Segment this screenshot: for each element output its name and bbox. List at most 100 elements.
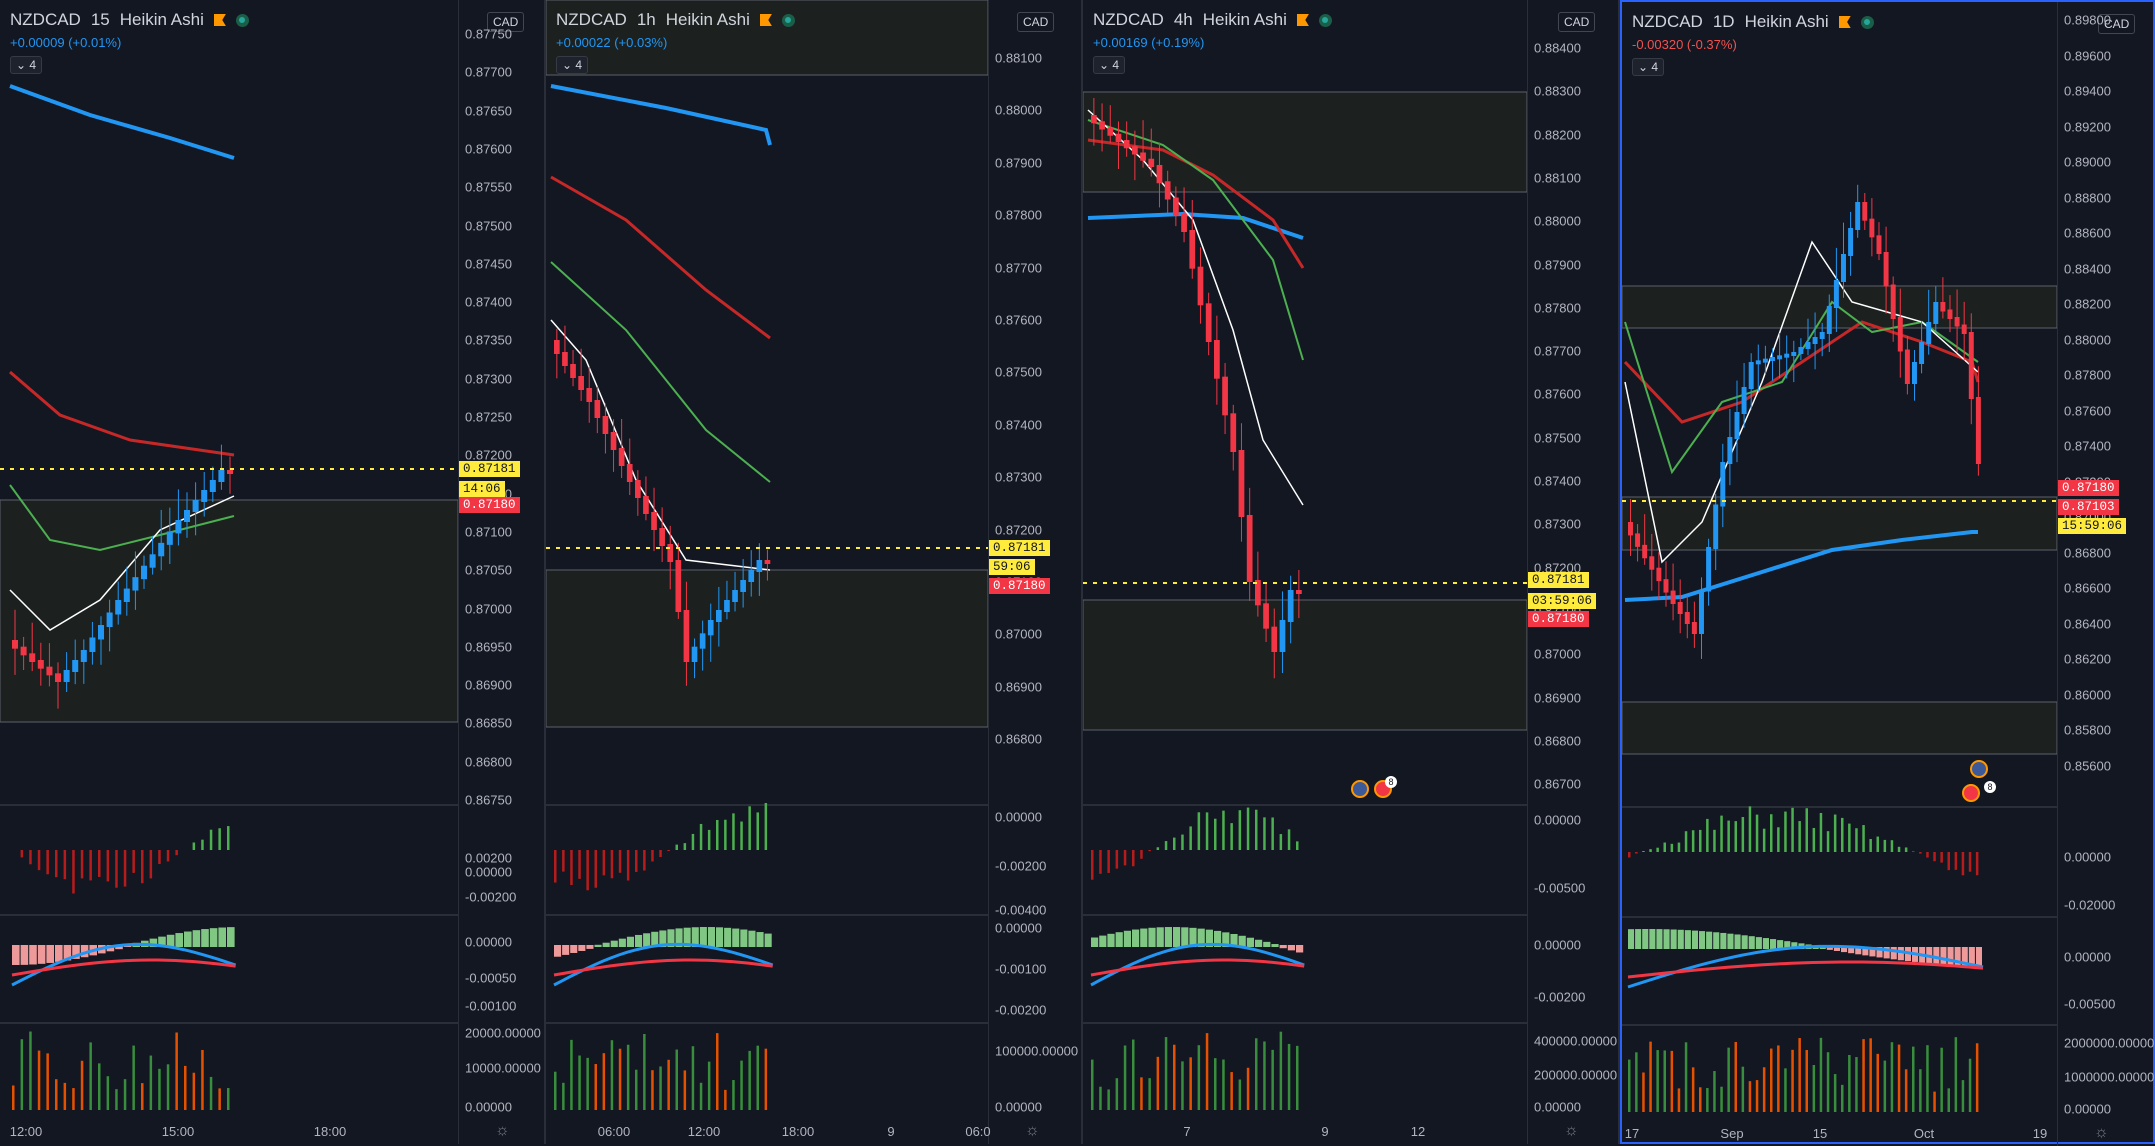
macd-bar (201, 929, 209, 947)
macd-bar (1727, 934, 1733, 949)
symbol-name[interactable]: NZDCAD (1093, 10, 1164, 30)
chart-panel-1d[interactable]: NZDCAD 1D Heikin Ashi -0.00320 (-0.37%) … (1620, 0, 2155, 1144)
macd-bar (1263, 942, 1270, 947)
histogram-bar (1727, 821, 1730, 852)
candle-body (1635, 533, 1640, 546)
candle-body (578, 376, 584, 390)
macd-bar (748, 931, 755, 947)
volume-bar (1706, 1088, 1709, 1112)
candle-body (1905, 350, 1910, 385)
histogram-bar (1165, 841, 1168, 850)
candle-body (1933, 302, 1938, 324)
volume-bar (1173, 1045, 1176, 1110)
price-tick: 0.86900 (465, 678, 512, 693)
candle-body (1140, 153, 1146, 161)
histogram-bar (1855, 828, 1858, 852)
currency-label[interactable]: CAD (1017, 12, 1054, 32)
flag-icon[interactable] (214, 14, 226, 26)
chart-canvas[interactable] (1622, 2, 2057, 1142)
time-axis-label: 9 (1321, 1124, 1328, 1139)
pane-tick: 10000.00000 (465, 1061, 541, 1076)
symbol-name[interactable]: NZDCAD (556, 10, 627, 30)
gear-icon[interactable]: ☼ (1564, 1122, 1579, 1140)
chart-panel-15m[interactable]: NZDCAD 15 Heikin Ashi +0.00009 (+0.01%) … (0, 0, 546, 1144)
pane-tick: 0.00000 (465, 935, 512, 950)
symbol-name[interactable]: NZDCAD (10, 10, 81, 30)
volume-bar (1770, 1049, 1773, 1112)
macd-bar (227, 927, 235, 947)
volume-bar (1124, 1045, 1127, 1110)
nz-event-icon[interactable] (1351, 780, 1369, 798)
histogram-bar (1239, 810, 1242, 850)
price-tag-last: 0.87181 (459, 461, 520, 477)
candle-body (724, 600, 730, 612)
volume-bar (1189, 1057, 1192, 1110)
candle-body (1181, 214, 1187, 232)
candle-body (1157, 165, 1163, 183)
histogram-bar (1699, 830, 1702, 852)
chart-style-label[interactable]: Heikin Ashi (666, 10, 750, 30)
chart-style-label[interactable]: Heikin Ashi (1203, 10, 1287, 30)
currency-label[interactable]: CAD (1558, 12, 1595, 32)
histogram-bar (1735, 821, 1738, 852)
indicators-toggle[interactable]: ⌄ 4 (1632, 58, 1664, 76)
pane-tick: 0.00000 (465, 1100, 512, 1115)
macd-bar (1756, 937, 1762, 949)
interval-label[interactable]: 1D (1713, 12, 1735, 32)
indicators-toggle[interactable]: ⌄ 4 (10, 56, 42, 74)
macd-bar (1678, 930, 1684, 949)
flag-icon[interactable] (1297, 14, 1309, 26)
volume-bar (46, 1053, 49, 1110)
ca-event-icon[interactable] (1962, 784, 1980, 802)
macd-bar (46, 945, 54, 963)
chart-canvas[interactable] (0, 0, 458, 1144)
chart-style-label[interactable]: Heikin Ashi (1745, 12, 1829, 32)
chart-panel-4h[interactable]: NZDCAD 4h Heikin Ashi +0.00169 (+0.19%) … (1083, 0, 1620, 1144)
volume-bar (227, 1088, 230, 1110)
chart-canvas[interactable] (546, 0, 988, 1144)
pane-tick: 0.00000 (465, 865, 512, 880)
histogram-bar (635, 850, 638, 872)
interval-label[interactable]: 4h (1174, 10, 1193, 30)
flag-icon[interactable] (1839, 16, 1851, 28)
nz-event-icon[interactable] (1970, 760, 1988, 778)
macd-bar (1742, 935, 1748, 949)
macd-bar (12, 945, 20, 965)
chart-panel-1h[interactable]: NZDCAD 1h Heikin Ashi +0.00022 (+0.03%) … (546, 0, 1083, 1144)
candle-body (1898, 317, 1903, 352)
gear-icon[interactable]: ☼ (1025, 1122, 1040, 1140)
interval-label[interactable]: 15 (91, 10, 110, 30)
histogram-bar (684, 843, 687, 850)
volume-bar (1827, 1052, 1830, 1112)
interval-label[interactable]: 1h (637, 10, 656, 30)
candle-body (1891, 285, 1896, 320)
gear-icon[interactable]: ☼ (2094, 1124, 2109, 1142)
price-tick: 0.88400 (1534, 41, 1581, 56)
candle-body (29, 653, 35, 662)
price-tag-bid: 0.87180 (459, 497, 520, 513)
volume-bar (98, 1063, 101, 1110)
price-tick: 0.86800 (1534, 733, 1581, 748)
histogram-bar (201, 840, 204, 850)
chart-canvas[interactable] (1083, 0, 1527, 1144)
symbol-name[interactable]: NZDCAD (1632, 12, 1703, 32)
candle-body (1976, 397, 1981, 464)
time-axis-label: 12:00 (688, 1124, 721, 1139)
flag-icon[interactable] (760, 14, 772, 26)
histogram-bar (1148, 850, 1151, 851)
chart-style-label[interactable]: Heikin Ashi (120, 10, 204, 30)
histogram-bar (1848, 824, 1851, 852)
gear-icon[interactable]: ☼ (495, 1122, 510, 1140)
histogram-bar (72, 850, 75, 893)
indicators-toggle[interactable]: ⌄ 4 (1093, 56, 1125, 74)
price-tick: 0.88100 (1534, 170, 1581, 185)
histogram-bar (1926, 852, 1929, 858)
indicators-toggle[interactable]: ⌄ 4 (556, 56, 588, 74)
histogram-bar (1678, 843, 1681, 852)
chart-legend: NZDCAD 1D Heikin Ashi -0.00320 (-0.37%) … (1632, 12, 1874, 76)
volume-bar (1905, 1069, 1908, 1112)
